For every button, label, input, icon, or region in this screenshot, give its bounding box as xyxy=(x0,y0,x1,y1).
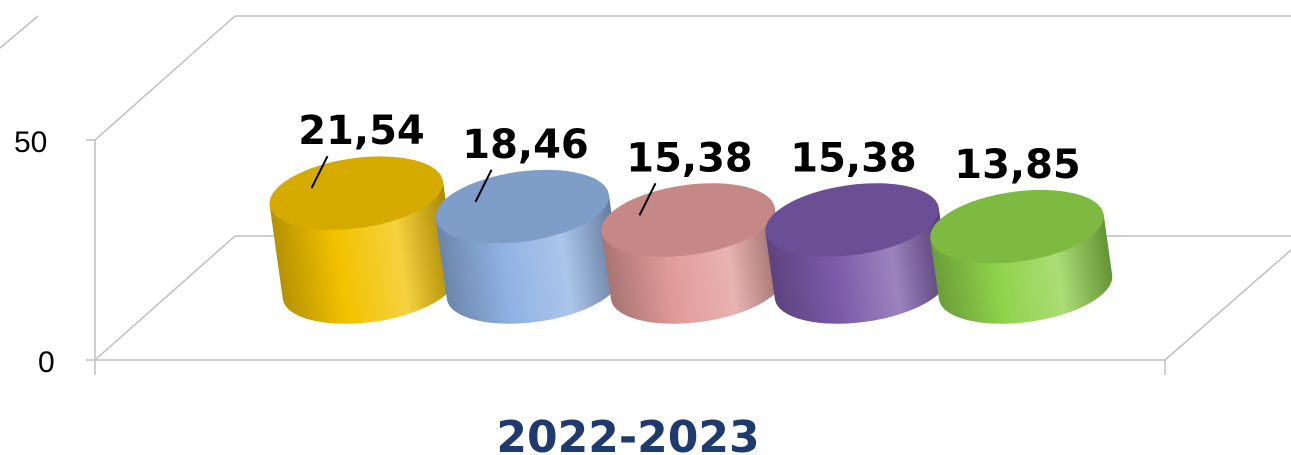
leader-line-2 xyxy=(474,169,493,203)
data-label-4: 15,38 xyxy=(790,135,917,181)
floor-right-edge xyxy=(1164,249,1291,361)
floor-left-edge xyxy=(94,235,236,361)
bar-cylinder-4 xyxy=(765,183,949,324)
y-tick-50: 50 xyxy=(14,126,47,159)
x-category-label: 2022-2023 xyxy=(496,412,759,455)
bar-top-5 xyxy=(930,189,1104,264)
leader-line-1 xyxy=(310,155,329,189)
bar-top-2 xyxy=(435,169,609,244)
bar-top-1 xyxy=(269,156,444,230)
bars xyxy=(269,156,1113,324)
data-label-3: 15,38 xyxy=(626,135,753,181)
back-wall-top-left-edge xyxy=(94,15,236,141)
side-wall-top-edge xyxy=(0,15,39,49)
bar-cylinder-2 xyxy=(435,169,621,324)
data-label-1: 21,54 xyxy=(298,108,425,154)
bar-cylinder-3 xyxy=(601,183,785,324)
data-label-5: 13,85 xyxy=(954,142,1081,188)
bar-top-4 xyxy=(765,183,939,257)
bar-cylinder-1 xyxy=(269,156,457,324)
y-tick-0: 0 xyxy=(38,346,55,379)
data-label-2: 18,46 xyxy=(462,122,589,168)
data-labels: 21,54 18,46 15,38 15,38 13,85 xyxy=(298,108,1081,216)
bar-cylinder-5 xyxy=(930,189,1113,324)
leader-line-3 xyxy=(638,182,657,216)
bar-top-3 xyxy=(601,183,775,257)
